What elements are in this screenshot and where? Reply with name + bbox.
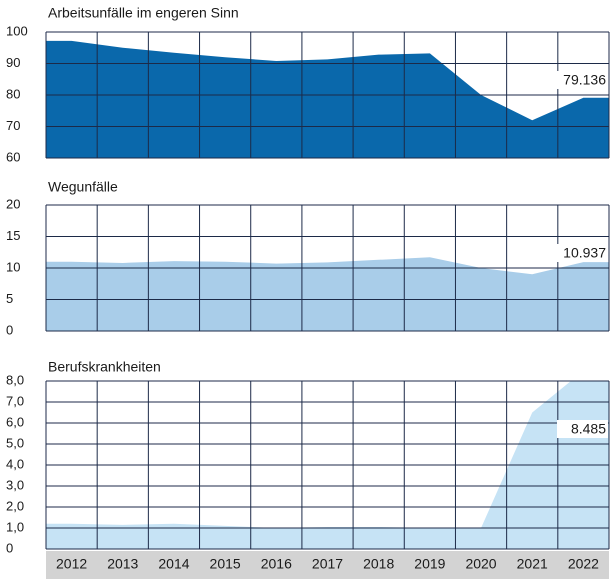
value-label: 10.937: [563, 245, 606, 261]
y-tick-label: 7,0: [6, 393, 24, 408]
chart-title: Arbeitsunfälle im engeren Sinn: [48, 5, 239, 21]
y-tick-label: 0: [6, 540, 13, 555]
area: [46, 381, 609, 549]
chart-title: Wegunfälle: [48, 179, 118, 195]
y-tick-label: 8,0: [6, 372, 24, 387]
x-tick-label: 2012: [56, 556, 87, 572]
x-tick-label: 2017: [312, 556, 343, 572]
x-tick-label: 2022: [568, 556, 599, 572]
x-tick-label: 2013: [107, 556, 138, 572]
x-tick-label: 2021: [517, 556, 548, 572]
x-tick-label: 2019: [414, 556, 445, 572]
y-tick-label: 80: [6, 86, 20, 101]
y-tick-label: 100: [6, 23, 28, 38]
y-tick-label: 6,0: [6, 414, 24, 429]
y-tick-label: 15: [6, 228, 20, 243]
x-tick-label: 2015: [210, 556, 241, 572]
x-tick-label: 2018: [363, 556, 394, 572]
area: [46, 257, 609, 331]
y-tick-label: 90: [6, 55, 20, 70]
x-tick-label: 2014: [158, 556, 189, 572]
y-tick-label: 2,0: [6, 498, 24, 513]
y-tick-label: 0: [6, 322, 13, 337]
y-tick-label: 10: [6, 259, 20, 274]
y-tick-label: 20: [6, 196, 20, 211]
y-tick-label: 5: [6, 291, 13, 306]
y-tick-label: 1,0: [6, 519, 24, 534]
value-label-bg: [557, 420, 608, 438]
value-label: 79.136: [563, 72, 606, 88]
area: [46, 40, 609, 158]
x-tick-label: 2020: [465, 556, 496, 572]
y-tick-label: 5,0: [6, 435, 24, 450]
value-label-bg: [557, 71, 608, 89]
chart-title: Berufskrankheiten: [48, 359, 161, 375]
x-tick-label: 2016: [261, 556, 292, 572]
y-tick-label: 70: [6, 118, 20, 133]
x-axis-band: [46, 551, 609, 579]
y-tick-label: 3,0: [6, 477, 24, 492]
y-tick-label: 4,0: [6, 456, 24, 471]
value-label: 8.485: [571, 421, 606, 437]
value-label-bg: [557, 244, 608, 262]
y-tick-label: 60: [6, 149, 20, 164]
